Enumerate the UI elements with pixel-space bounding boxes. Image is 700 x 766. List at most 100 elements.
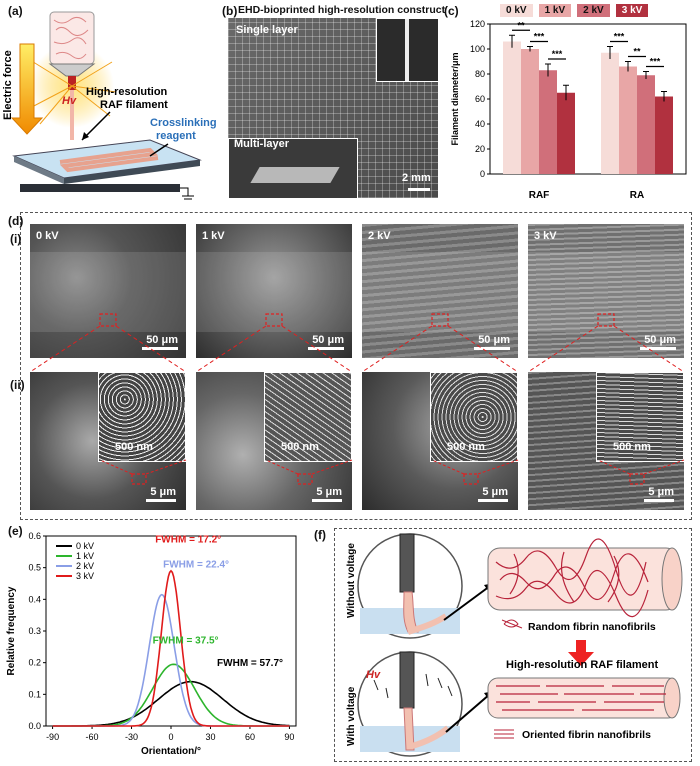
bar bbox=[539, 70, 557, 174]
significance-label: *** bbox=[650, 57, 661, 67]
bar bbox=[557, 92, 575, 174]
nanofibril-inset: 500 nm bbox=[98, 372, 186, 462]
scale-50um-text: 50 μm bbox=[146, 334, 178, 346]
crosslink-1: Crosslinking bbox=[150, 117, 217, 129]
x-tick-label: 90 bbox=[284, 732, 294, 742]
sem-top-image: 0 kV 50 μm bbox=[30, 224, 186, 358]
x-axis-label: Orientation/° bbox=[141, 746, 201, 757]
nozzle bbox=[68, 76, 76, 90]
y-tick-label: 0.2 bbox=[28, 658, 41, 668]
with-voltage-text: With voltage bbox=[346, 686, 357, 746]
transition-arrow bbox=[568, 640, 594, 666]
x-tick-label: -60 bbox=[86, 732, 99, 742]
filament-band bbox=[196, 252, 352, 332]
legend-0kv: 0 kV bbox=[500, 4, 533, 17]
scale-500nm-text: 500 nm bbox=[115, 441, 153, 453]
panel-f-label: (f) bbox=[314, 528, 326, 542]
y-tick-label: 0.4 bbox=[28, 594, 41, 604]
scale-500nm-text: 500 nm bbox=[613, 441, 651, 453]
voltage-label: 2 kV bbox=[368, 230, 391, 242]
significance-label: ** bbox=[633, 47, 641, 57]
random-fibrils bbox=[495, 538, 649, 618]
bioprinter-schematic: Hv Electric force High-resolution RAF fi… bbox=[2, 11, 217, 200]
scale-bar bbox=[312, 499, 342, 502]
y-tick-label: 0.1 bbox=[28, 689, 41, 699]
scale-bar bbox=[474, 347, 510, 350]
raf-filament-title: High-resolution RAF filament bbox=[506, 659, 659, 671]
y-tick-label: 60 bbox=[475, 94, 485, 104]
nanofibril-inset: 500 nm bbox=[430, 372, 518, 462]
sem-top-image: 3 kV 50 μm bbox=[528, 224, 684, 358]
x-tick-label: -30 bbox=[125, 732, 138, 742]
electric-force-arrow bbox=[10, 43, 44, 135]
series-line bbox=[52, 680, 290, 727]
printed-pattern bbox=[59, 147, 159, 173]
x-tick-label: -90 bbox=[46, 732, 59, 742]
x-tick-label: 30 bbox=[205, 732, 215, 742]
scale-50um-text: 50 μm bbox=[644, 334, 676, 346]
crosslink-2: reagent bbox=[156, 130, 196, 142]
legend-entry: 3 kV bbox=[76, 571, 94, 581]
construct-photo: Single layer Multi-layer 2 mm bbox=[228, 18, 438, 198]
legend-entry: 0 kV bbox=[76, 541, 94, 551]
bar bbox=[655, 96, 673, 174]
filament-diameter-chart: 0 20 40 60 80 100 120 Filament diameter/μm RAF **… bbox=[450, 19, 687, 201]
sem-bottom-image: 500 nm 5 μm bbox=[362, 372, 518, 510]
scale-500nm-text: 500 nm bbox=[447, 441, 485, 453]
significance-label: ** bbox=[517, 20, 525, 30]
hv-text: Hv bbox=[62, 95, 77, 107]
bar bbox=[503, 41, 521, 174]
row-ii-label: (ii) bbox=[10, 378, 25, 392]
oriented-fibrils-text: Oriented fibrin nanofibrils bbox=[522, 729, 651, 741]
series-line bbox=[52, 569, 290, 727]
fwhm-annotation: FWHM = 22.4° bbox=[163, 560, 229, 571]
legend-entry: 2 kV bbox=[76, 561, 94, 571]
y-axis-label: Relative frequency bbox=[6, 586, 17, 675]
scale-bar bbox=[308, 347, 344, 350]
scale-50um-text: 50 μm bbox=[478, 334, 510, 346]
sem-bottom-image: 500 nm 5 μm bbox=[528, 372, 684, 510]
panel-b-title: EHD-bioprinted high-resolution construct bbox=[238, 4, 446, 16]
sem-bottom-image: 500 nm 5 μm bbox=[196, 372, 352, 510]
light-rays bbox=[29, 59, 117, 125]
filament-band bbox=[30, 252, 186, 332]
sem-top-image: 2 kV 50 μm bbox=[362, 224, 518, 358]
y-tick-label: 0.6 bbox=[28, 531, 41, 541]
filament-label-2: RAF filament bbox=[100, 99, 168, 111]
fibrin-mesh bbox=[53, 16, 89, 60]
sem-top-image: 1 kV 50 μm bbox=[196, 224, 352, 358]
significance-label: *** bbox=[614, 32, 625, 42]
fwhm-annotation: FWHM = 57.7° bbox=[217, 658, 283, 669]
oriented-icon bbox=[494, 729, 514, 739]
panel-b-label: (b) bbox=[222, 4, 238, 18]
single-layer-text: Single layer bbox=[236, 24, 298, 36]
y-tick-label: 120 bbox=[470, 19, 485, 29]
orientation-distribution-chart: -90 -60 -30 0 30 60 90 0.0 0.1 0.2 0.3 0.4 0.5 0.6 Ori… bbox=[6, 531, 297, 757]
y-axis-label: Filament diameter/μm bbox=[450, 52, 460, 145]
scale-5um-text: 5 μm bbox=[316, 486, 342, 498]
y-tick-label: 80 bbox=[475, 69, 485, 79]
filament-band bbox=[362, 252, 518, 332]
scale-2mm-text: 2 mm bbox=[402, 172, 431, 184]
voltage-label: 1 kV bbox=[202, 230, 225, 242]
ground-wire bbox=[180, 187, 189, 196]
electric-force-text: Electric force bbox=[2, 50, 14, 120]
random-fibrils-text: Random fibrin nanofibrils bbox=[528, 621, 656, 633]
random-icon bbox=[501, 619, 523, 629]
scale-5um-text: 5 μm bbox=[482, 486, 508, 498]
series-line bbox=[52, 663, 290, 727]
y-tick-label: 0.0 bbox=[28, 721, 41, 731]
legend-3kv: 3 kV bbox=[615, 4, 649, 17]
panel-f-frame bbox=[334, 528, 692, 762]
category-label: RAF bbox=[529, 190, 550, 201]
multi-layer-text: Multi-layer bbox=[234, 138, 290, 150]
panel-a-label: (a) bbox=[8, 4, 23, 18]
scale-bar bbox=[478, 499, 508, 502]
fwhm-annotation: FWHM = 17.2° bbox=[155, 534, 221, 545]
mechanism-schematic: Hv Without voltage With voltage Random f… bbox=[346, 533, 683, 757]
nanofibril-inset: 500 nm bbox=[596, 372, 684, 462]
scale-bar bbox=[640, 347, 676, 350]
legend-1kv: 1 kV bbox=[538, 4, 572, 17]
filament-label-1: High-resolution bbox=[86, 86, 168, 98]
x-tick-label: 60 bbox=[245, 732, 255, 742]
